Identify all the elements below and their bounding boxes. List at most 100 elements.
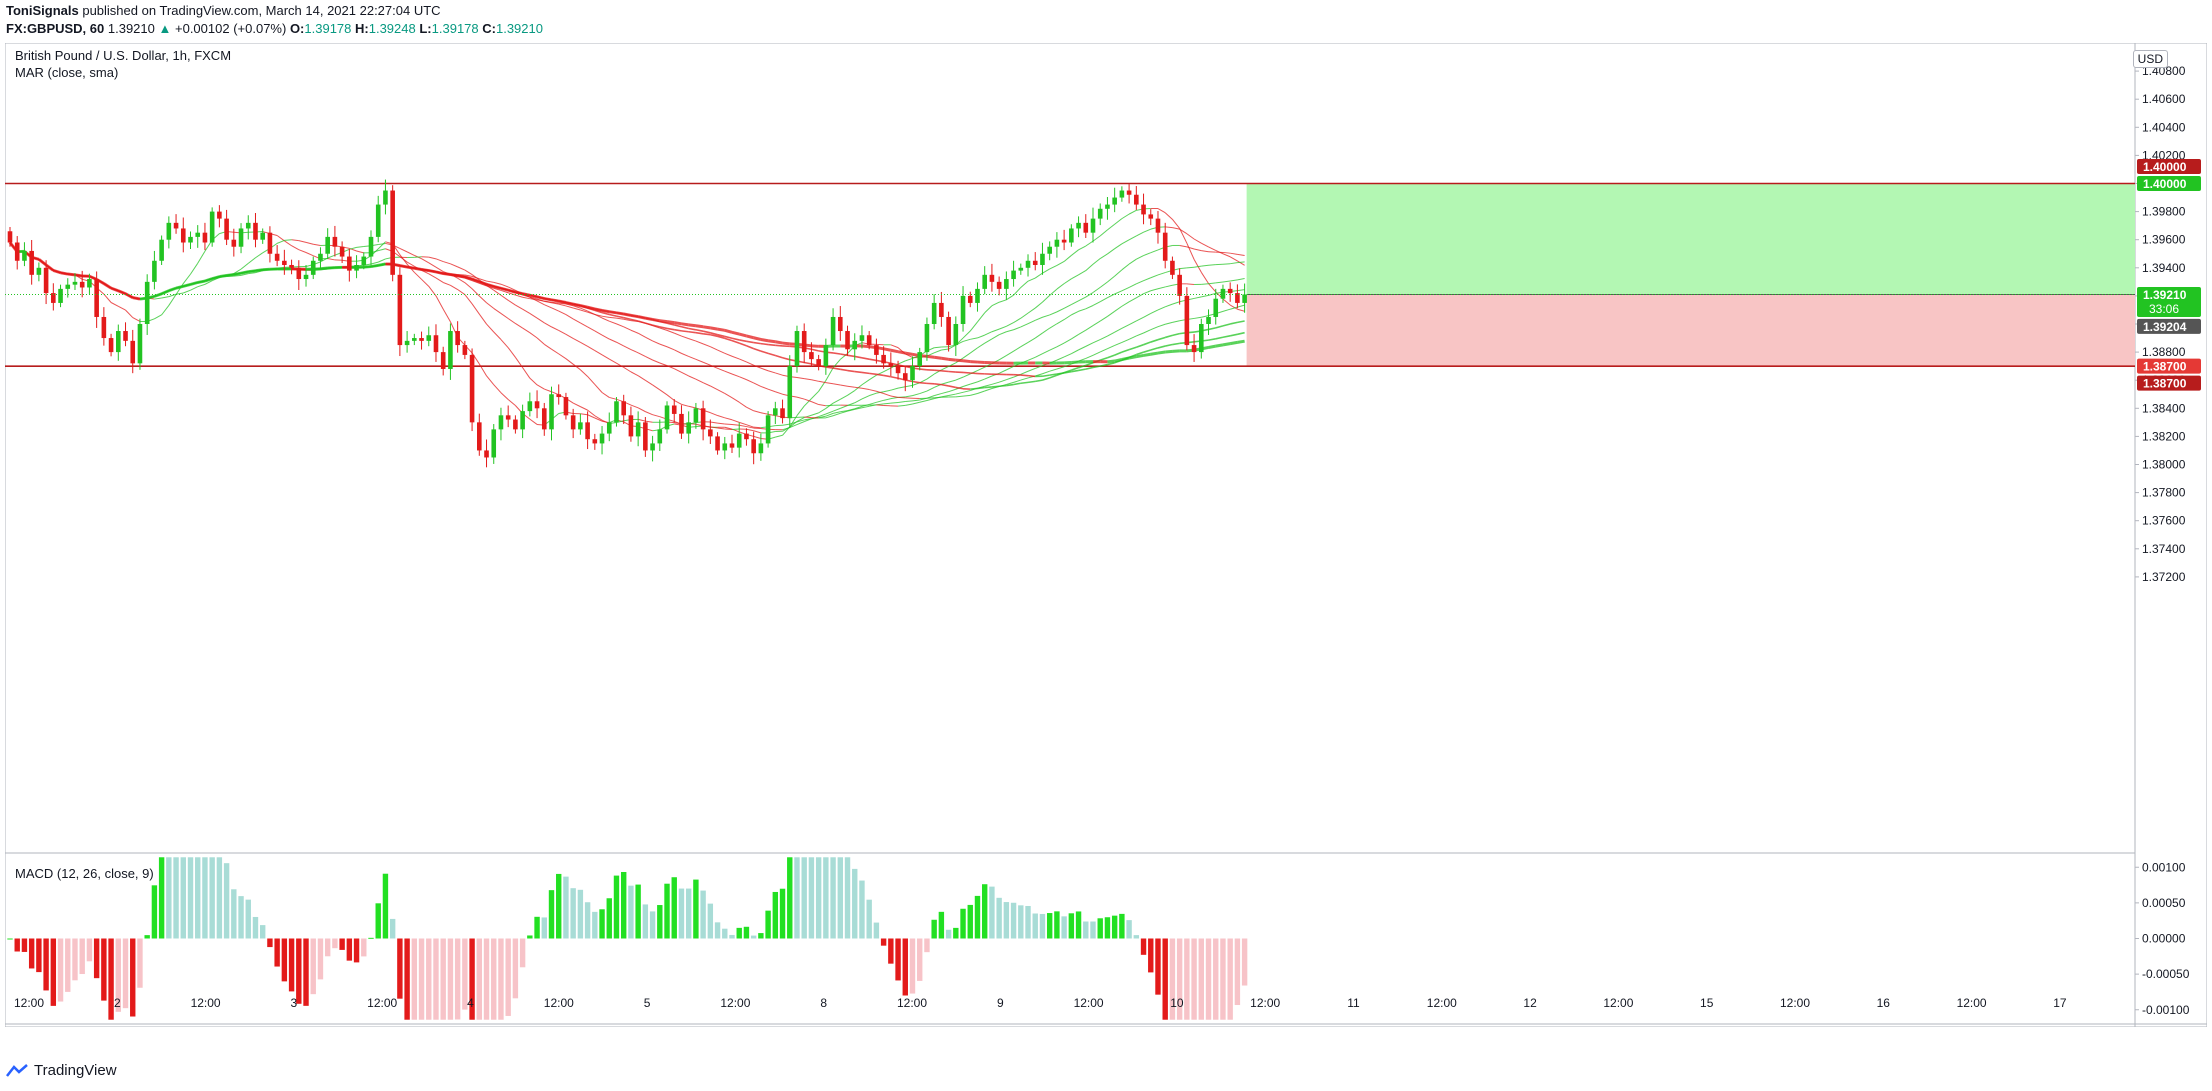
candle[interactable] bbox=[274, 245, 280, 267]
candle[interactable] bbox=[708, 419, 713, 444]
candle[interactable] bbox=[116, 324, 121, 361]
candle[interactable] bbox=[1076, 216, 1081, 238]
candle[interactable] bbox=[375, 195, 381, 243]
candle[interactable] bbox=[794, 325, 800, 373]
candle[interactable] bbox=[657, 419, 663, 452]
candle[interactable] bbox=[498, 407, 504, 441]
candle[interactable] bbox=[1011, 260, 1016, 287]
candle[interactable] bbox=[953, 316, 959, 357]
candle[interactable] bbox=[628, 406, 634, 442]
candle[interactable] bbox=[1134, 186, 1139, 210]
candle[interactable] bbox=[390, 185, 395, 282]
candle[interactable] bbox=[1069, 224, 1074, 247]
candle[interactable] bbox=[455, 321, 460, 353]
candle[interactable] bbox=[1206, 309, 1211, 335]
candle[interactable] bbox=[1090, 207, 1096, 243]
candle[interactable] bbox=[751, 431, 756, 465]
chart-canvas[interactable]: 1.37200 1.37400 1.37600 1.37800 1.38000 1.382… bbox=[5, 43, 2207, 1027]
candle[interactable] bbox=[989, 263, 995, 292]
candle[interactable] bbox=[101, 307, 107, 346]
candle[interactable] bbox=[801, 323, 807, 364]
candle[interactable] bbox=[1177, 268, 1182, 305]
candle[interactable] bbox=[1199, 318, 1204, 359]
candle[interactable] bbox=[1191, 334, 1197, 362]
candle[interactable] bbox=[347, 248, 352, 282]
candle[interactable] bbox=[643, 417, 648, 457]
horizontal-levels[interactable] bbox=[5, 182, 2135, 367]
candle[interactable] bbox=[996, 276, 1002, 296]
candle[interactable] bbox=[780, 399, 785, 424]
candle[interactable] bbox=[513, 415, 518, 434]
candle[interactable] bbox=[599, 426, 605, 455]
candle[interactable] bbox=[79, 270, 85, 298]
candle[interactable] bbox=[874, 338, 879, 364]
stop-zone[interactable] bbox=[1246, 294, 2135, 367]
candle[interactable] bbox=[650, 435, 655, 462]
candle[interactable] bbox=[592, 433, 598, 450]
candle[interactable] bbox=[7, 227, 13, 247]
candle[interactable] bbox=[1227, 282, 1233, 302]
candle[interactable] bbox=[253, 213, 258, 248]
candle[interactable] bbox=[606, 412, 612, 442]
candle[interactable] bbox=[621, 394, 626, 425]
candle[interactable] bbox=[14, 236, 20, 270]
candle[interactable] bbox=[477, 413, 482, 456]
candle[interactable] bbox=[484, 439, 489, 468]
candle[interactable] bbox=[823, 338, 829, 375]
candle[interactable] bbox=[845, 325, 850, 356]
candle[interactable] bbox=[939, 291, 944, 327]
candle[interactable] bbox=[541, 402, 547, 436]
candle[interactable] bbox=[866, 331, 872, 350]
candle[interactable] bbox=[693, 402, 699, 429]
candle[interactable] bbox=[94, 271, 99, 328]
candle[interactable] bbox=[570, 408, 576, 439]
candle[interactable] bbox=[585, 411, 590, 450]
macd-axis[interactable]: 0.00100 0.00050 0.00000 -0.00050 -0.00100 bbox=[2135, 860, 2190, 1017]
candle[interactable] bbox=[635, 411, 641, 447]
candle[interactable] bbox=[931, 294, 937, 330]
candle[interactable] bbox=[72, 273, 78, 290]
candle[interactable] bbox=[556, 384, 562, 405]
candlesticks[interactable] bbox=[7, 179, 1247, 468]
candle[interactable] bbox=[505, 405, 511, 428]
candle[interactable] bbox=[1054, 232, 1060, 258]
candle[interactable] bbox=[260, 228, 265, 244]
author-name[interactable]: ToniSignals bbox=[6, 3, 79, 18]
symbol-label[interactable]: FX:GBPUSD, 60 bbox=[6, 21, 105, 36]
candle[interactable] bbox=[29, 239, 34, 285]
time-axis[interactable]: 12:00 2 12:00 3 12:00 4 12:00 5 12:00 8 12:00 9 12:0… bbox=[14, 996, 2067, 1010]
candle[interactable] bbox=[310, 256, 316, 280]
candle[interactable] bbox=[426, 326, 432, 347]
candle[interactable] bbox=[700, 400, 706, 441]
candle[interactable] bbox=[180, 217, 186, 253]
position-zones[interactable] bbox=[1246, 183, 2135, 367]
candle[interactable] bbox=[809, 342, 814, 367]
candle[interactable] bbox=[1162, 222, 1168, 269]
candle[interactable] bbox=[448, 323, 453, 380]
candle[interactable] bbox=[1004, 271, 1009, 300]
candle[interactable] bbox=[43, 260, 49, 305]
candle[interactable] bbox=[36, 262, 42, 282]
candle[interactable] bbox=[1213, 288, 1219, 325]
candle[interactable] bbox=[1119, 186, 1125, 202]
candle[interactable] bbox=[715, 432, 720, 455]
candle[interactable] bbox=[1126, 184, 1132, 204]
candle[interactable] bbox=[195, 225, 201, 248]
candle[interactable] bbox=[404, 331, 410, 353]
candle[interactable] bbox=[960, 286, 966, 332]
candle[interactable] bbox=[1148, 209, 1154, 226]
candle[interactable] bbox=[433, 324, 439, 362]
candle[interactable] bbox=[339, 241, 345, 264]
candle[interactable] bbox=[289, 259, 294, 275]
candle[interactable] bbox=[1112, 187, 1117, 213]
candle[interactable] bbox=[1097, 203, 1103, 226]
candle[interactable] bbox=[765, 411, 771, 448]
candle[interactable] bbox=[578, 413, 583, 435]
candle[interactable] bbox=[462, 340, 468, 360]
candle[interactable] bbox=[982, 266, 987, 295]
candle[interactable] bbox=[224, 209, 229, 246]
candle[interactable] bbox=[838, 306, 843, 341]
candle[interactable] bbox=[325, 228, 330, 260]
candle[interactable] bbox=[1155, 211, 1161, 244]
candle[interactable] bbox=[563, 392, 569, 420]
